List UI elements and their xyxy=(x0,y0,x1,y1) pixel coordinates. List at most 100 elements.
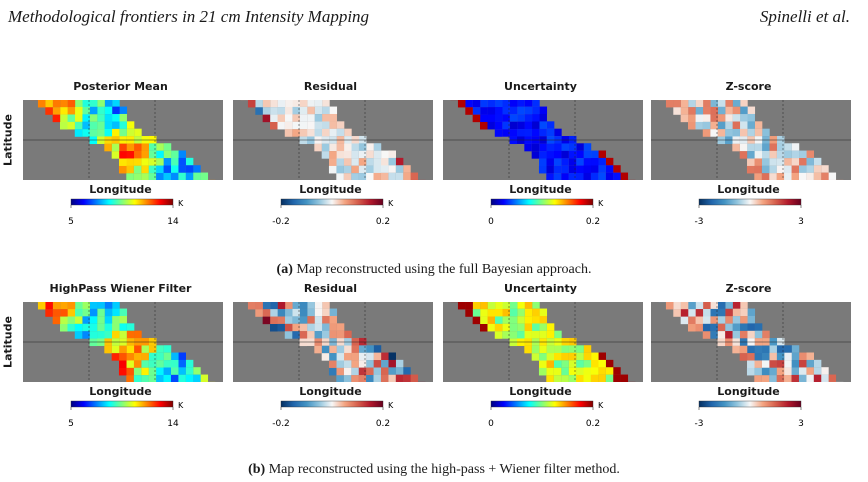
map-pixel xyxy=(366,375,374,382)
map-pixel xyxy=(553,173,562,180)
map-pixel xyxy=(517,316,525,324)
map-pixel xyxy=(67,107,76,115)
map-pixel xyxy=(321,128,330,137)
map-pixel xyxy=(270,107,278,115)
map-pixel xyxy=(799,158,807,166)
map-pixel xyxy=(351,352,359,361)
map-pixel xyxy=(680,302,689,310)
map-pixel xyxy=(119,113,127,122)
longitude-axis-label: Longitude xyxy=(299,385,362,398)
map-pixel xyxy=(688,121,696,130)
map-pixel xyxy=(546,158,554,166)
map-pixel xyxy=(45,100,53,108)
map-pixel xyxy=(126,367,134,376)
map-pixel xyxy=(112,302,120,309)
map-pixel xyxy=(299,114,308,122)
map-pixel xyxy=(539,121,547,129)
map-pixel xyxy=(59,121,68,130)
map-pixel xyxy=(119,308,128,317)
map-pixel xyxy=(104,114,113,122)
map-pixel xyxy=(524,302,533,309)
map-pixel xyxy=(141,367,149,376)
map-pixel xyxy=(739,121,748,129)
map-pixel xyxy=(761,165,770,174)
map-pixel xyxy=(776,375,785,382)
map-pixel xyxy=(52,309,61,317)
map-pixel xyxy=(776,165,785,174)
map-pixel xyxy=(126,128,135,137)
map-pixel xyxy=(688,309,696,317)
map-pixel xyxy=(561,367,569,376)
map-pixel xyxy=(292,308,300,317)
map-pixel xyxy=(351,173,359,180)
map-pixel xyxy=(472,309,481,317)
map-pixel xyxy=(119,323,127,331)
map-pixel xyxy=(82,316,90,324)
map-pixel xyxy=(688,324,696,332)
colorbar-gradient xyxy=(280,198,384,206)
map-pixel xyxy=(284,121,293,130)
map-pixel xyxy=(561,173,569,180)
map-pixel xyxy=(255,302,263,310)
map-pixel xyxy=(314,106,323,115)
map-pixel xyxy=(568,352,577,361)
map-pixel xyxy=(620,374,629,382)
map-pixel xyxy=(717,323,726,332)
map-pixel xyxy=(457,302,466,310)
map-pixel xyxy=(799,352,807,361)
map-pixel xyxy=(336,173,344,180)
map-pixel xyxy=(336,353,345,361)
map-pixel xyxy=(754,173,762,180)
map-pixel xyxy=(754,375,762,382)
map-pixel xyxy=(509,114,518,122)
map-pixel xyxy=(717,129,726,137)
map-pixel xyxy=(703,309,711,317)
map-pixel xyxy=(710,323,718,332)
map-pixel xyxy=(509,302,518,309)
map-pixel xyxy=(193,367,201,375)
map-pixel xyxy=(747,151,755,159)
map-pixel xyxy=(553,165,562,174)
map-pixel xyxy=(178,367,186,375)
map-pixel xyxy=(710,129,718,137)
map-pixel xyxy=(292,100,300,107)
map-pixel xyxy=(487,107,496,115)
map-pixel xyxy=(732,128,740,137)
map-pixel xyxy=(178,352,186,360)
map-pixel xyxy=(561,375,569,382)
colorbar-max-label: 14 xyxy=(167,419,179,429)
map-pixel xyxy=(89,114,98,122)
map-pixel xyxy=(119,143,127,152)
map-pixel xyxy=(307,100,315,107)
map-pixel xyxy=(502,121,510,130)
colorbar-min-label: 0 xyxy=(488,217,494,227)
map-pixel xyxy=(702,316,711,324)
map-pixel xyxy=(509,106,518,115)
map-pixel xyxy=(104,128,112,137)
map-pixel xyxy=(329,143,337,152)
map-pixel xyxy=(576,375,584,382)
map-pixel xyxy=(590,367,599,375)
map-pixel xyxy=(336,128,345,137)
map-pixel xyxy=(299,323,308,332)
map-pixel xyxy=(344,345,352,354)
colorbar-unit-label: K xyxy=(388,401,394,410)
colorbar-unit-label: K xyxy=(598,401,604,410)
map-pixel xyxy=(695,309,704,317)
map-pixel xyxy=(329,330,337,339)
map-pixel xyxy=(148,367,157,376)
map-pixel xyxy=(343,367,352,376)
map-pixel xyxy=(517,106,525,115)
map-pixel xyxy=(806,359,814,368)
map-pixel xyxy=(828,374,837,382)
map-pixel xyxy=(292,302,300,309)
map-pixel xyxy=(717,331,726,339)
map-pixel xyxy=(148,345,157,353)
map-pixel xyxy=(791,158,800,166)
map-pixel xyxy=(495,302,503,310)
panel-title: Residual xyxy=(303,282,358,295)
map-pixel xyxy=(487,100,496,108)
map-pixel xyxy=(605,359,614,368)
map-pixel xyxy=(688,302,696,310)
panel-uncertainty: Uncertainty Longitude 0 0.2 K xyxy=(438,282,643,432)
